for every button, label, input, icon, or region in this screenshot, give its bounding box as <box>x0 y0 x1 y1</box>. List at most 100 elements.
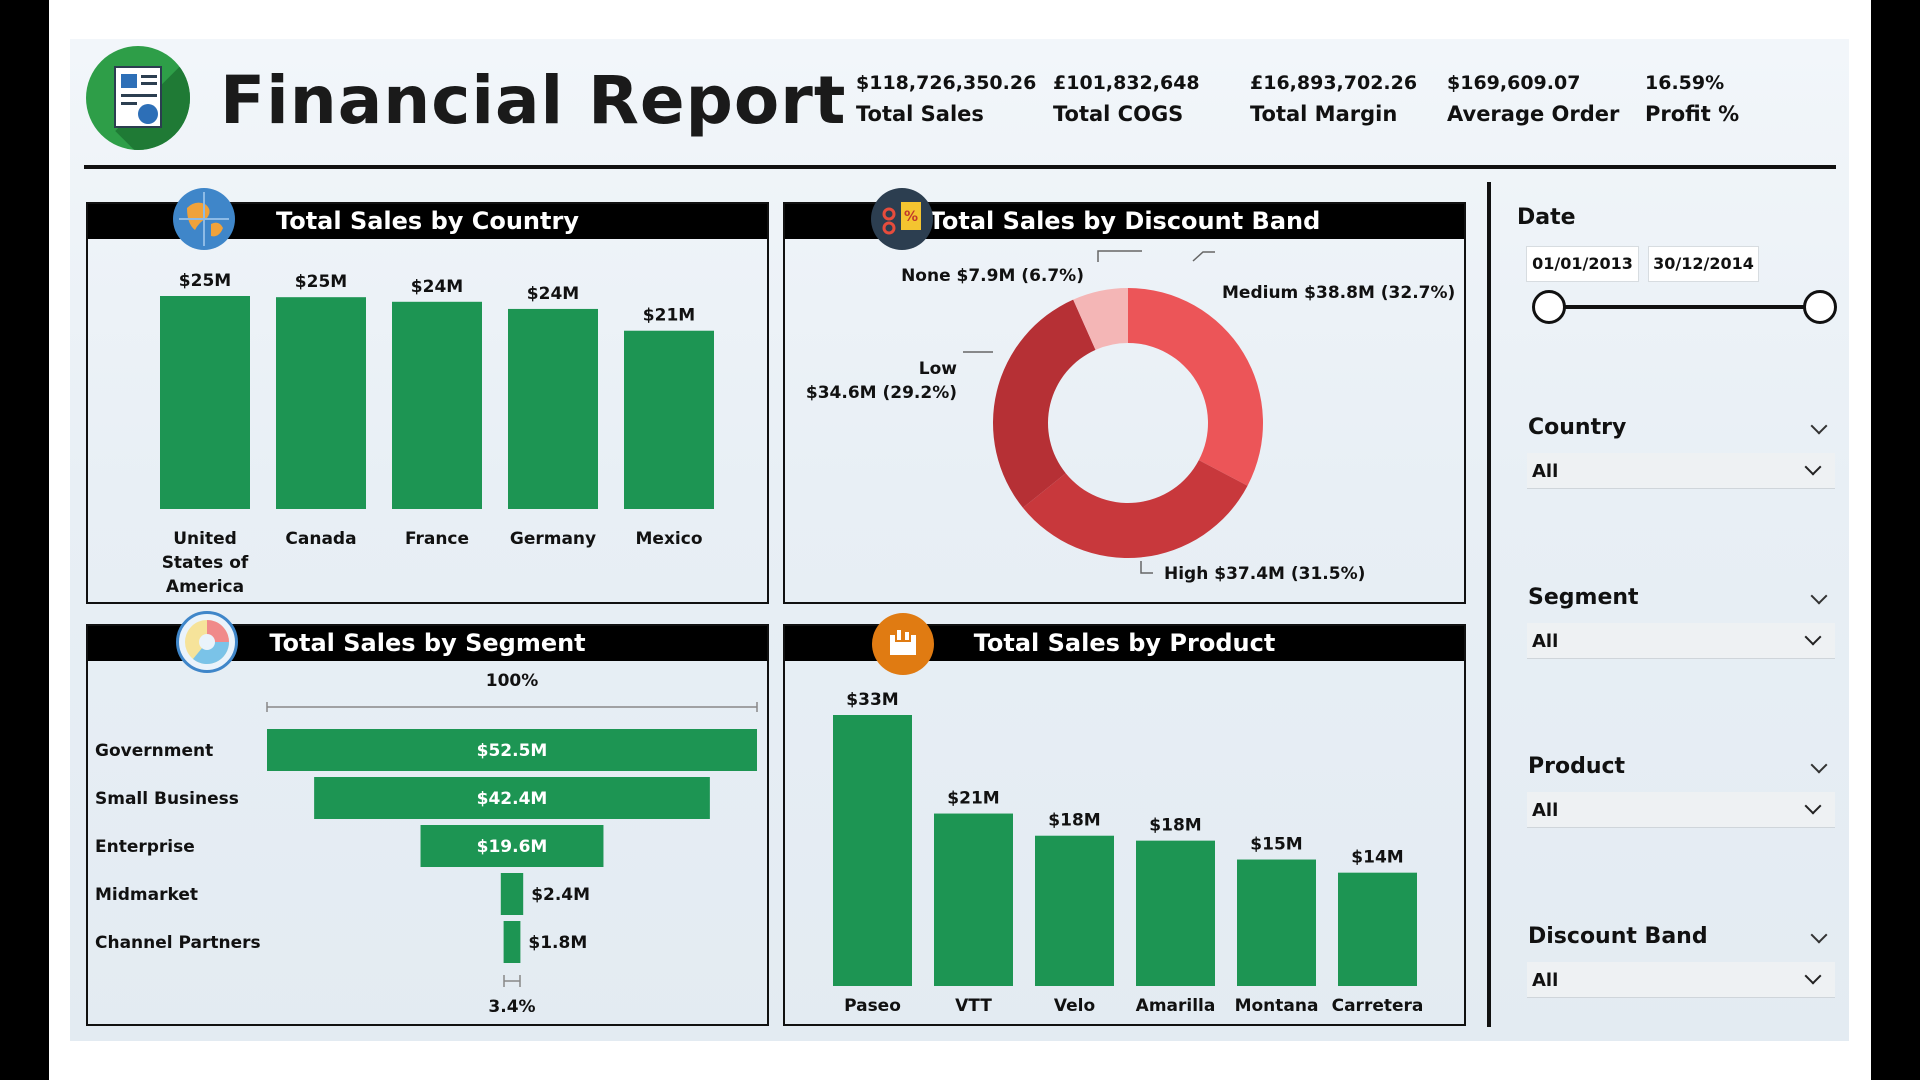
slice-label-medium: Medium $38.8M (32.7%) <box>1222 283 1455 303</box>
segment-funnel-chart[interactable]: 100% Government $52.5M Small Business $42.4M… <box>88 626 767 1024</box>
data-label: $24M <box>411 277 463 297</box>
data-label: $14M <box>1351 848 1403 868</box>
funnel-bottom-label: 3.4% <box>488 997 535 1017</box>
data-label: $18M <box>1149 816 1201 836</box>
kpi-total-margin: £16,893,702.26 Total Margin <box>1250 72 1418 126</box>
slice-label-low: Low <box>919 359 958 379</box>
bar <box>1136 840 1215 986</box>
data-label: $2.4M <box>531 885 590 905</box>
kpi-total-cogs: £101,832,648 Total COGS <box>1053 72 1200 126</box>
leader-line <box>1097 250 1142 262</box>
tick-label: Montana <box>1235 996 1319 1016</box>
date-slider-start-handle[interactable] <box>1532 290 1566 324</box>
tick-label: France <box>405 529 469 549</box>
panel-sales-by-discount-band[interactable]: Total Sales by Discount Band Medium $38.… <box>783 202 1466 604</box>
slice-label-low-value: $34.6M (29.2%) <box>806 383 957 403</box>
chevron-down-icon <box>1804 628 1822 646</box>
panel-sales-by-product[interactable]: Total Sales by Product $33M Paseo $21M VTT $… <box>783 624 1466 1026</box>
chevron-down-icon <box>1804 967 1822 985</box>
leader-line <box>1192 251 1215 262</box>
discount-band-dropdown[interactable]: All <box>1527 962 1835 998</box>
date-end-input[interactable]: 30/12/2014 <box>1648 246 1759 282</box>
bar <box>276 297 366 509</box>
discount-band-slicer-title: Discount Band <box>1528 924 1708 949</box>
page-title: Financial Report <box>220 62 847 139</box>
funnel-bar <box>503 921 521 963</box>
product-box-icon <box>872 613 934 675</box>
slice-label-none: None $7.9M (6.7%) <box>901 266 1084 286</box>
date-range-slider[interactable] <box>1550 305 1820 309</box>
kpi-profit-percent: 16.59% Profit % <box>1645 72 1740 126</box>
leader-line <box>1140 561 1153 574</box>
funnel-bottom-range <box>503 975 521 987</box>
data-label: $19.6M <box>477 837 548 857</box>
data-label: $42.4M <box>477 789 548 809</box>
data-label: $21M <box>947 789 999 809</box>
product-dropdown[interactable]: All <box>1527 792 1835 828</box>
slice <box>1022 460 1248 558</box>
category-label: Channel Partners <box>95 933 261 953</box>
tick-label: Canada <box>285 529 356 549</box>
bar <box>624 330 714 509</box>
funnel-bar <box>500 873 524 915</box>
data-label: $25M <box>179 271 231 291</box>
tick-label: Germany <box>510 529 596 549</box>
slice <box>1128 288 1263 486</box>
funnel-bar <box>314 777 710 819</box>
date-slider-end-handle[interactable] <box>1803 290 1837 324</box>
date-start-input[interactable]: 01/01/2013 <box>1526 246 1639 282</box>
tick-label: States of <box>162 553 249 573</box>
bar <box>1338 872 1417 986</box>
funnel-range-line <box>266 702 758 712</box>
sidebar-divider <box>1487 182 1491 1027</box>
kpi-average-order: $169,609.07 Average Order <box>1447 72 1620 126</box>
discount-scissors-icon: % <box>871 188 933 250</box>
tick-label: America <box>166 577 244 597</box>
tick-label: Carretera <box>1332 996 1424 1016</box>
funnel-top-label: 100% <box>486 671 539 691</box>
data-label: $25M <box>295 272 347 292</box>
panel-sales-by-country[interactable]: Total Sales by Country $25M United States … <box>86 202 769 604</box>
slice-label-high: High $37.4M (31.5%) <box>1164 564 1365 584</box>
category-label: Midmarket <box>95 885 198 905</box>
tick-label: VTT <box>955 996 992 1016</box>
tick-label: Velo <box>1054 996 1095 1016</box>
data-label: $1.8M <box>528 933 587 953</box>
discount-donut-chart[interactable]: Medium $38.8M (32.7%) High $37.4M (31.5%)… <box>785 204 1464 602</box>
data-label: $52.5M <box>477 741 548 761</box>
category-label: Small Business <box>95 789 239 809</box>
product-bar-chart[interactable]: $33M Paseo $21M VTT $18M Velo $18M Amarilla $15M… <box>785 626 1464 1024</box>
chevron-down-icon <box>1804 458 1822 476</box>
tick-label: United <box>173 529 237 549</box>
data-label: $18M <box>1048 811 1100 831</box>
bar <box>392 301 482 509</box>
data-label: $33M <box>846 690 898 710</box>
panel-sales-by-segment[interactable]: Total Sales by Segment 100% Government $52… <box>86 624 769 1026</box>
data-label: $15M <box>1250 835 1302 855</box>
slice <box>1073 288 1128 350</box>
slice <box>993 299 1096 508</box>
product-slicer-title: Product <box>1528 754 1626 779</box>
bar <box>833 715 912 986</box>
segment-dropdown[interactable]: All <box>1527 623 1835 659</box>
tick-label: Paseo <box>844 996 901 1016</box>
category-label: Enterprise <box>95 837 195 857</box>
kpi-total-sales: $118,726,350.26 Total Sales <box>856 72 1037 126</box>
bar <box>160 296 250 509</box>
country-bar-chart[interactable]: $25M United States of America $25M Canada $24M… <box>88 204 767 602</box>
segment-slicer-title: Segment <box>1528 585 1639 610</box>
segment-pie-icon <box>176 611 238 673</box>
category-label: Government <box>95 741 213 761</box>
chevron-down-icon <box>1804 797 1822 815</box>
data-label: $24M <box>527 284 579 304</box>
date-slicer-title: Date <box>1517 205 1576 230</box>
bar <box>508 308 598 509</box>
bar <box>934 813 1013 986</box>
data-label: $21M <box>643 306 695 326</box>
bar <box>1237 859 1316 986</box>
tick-label: Mexico <box>636 529 703 549</box>
report-logo-icon <box>86 46 190 150</box>
tick-label: Amarilla <box>1136 996 1216 1016</box>
country-slicer-title: Country <box>1528 415 1627 440</box>
country-dropdown[interactable]: All <box>1527 453 1835 489</box>
